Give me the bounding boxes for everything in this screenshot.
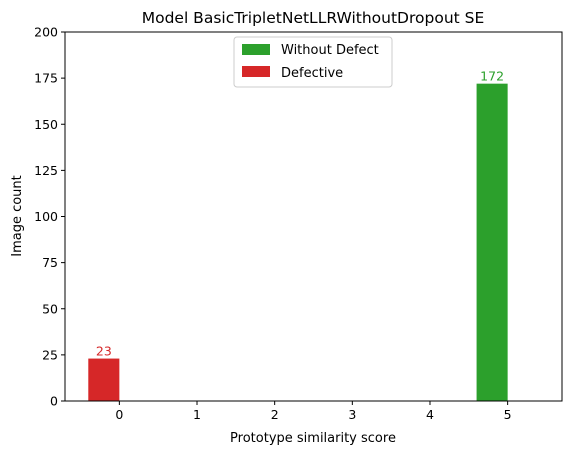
legend-swatch-defective [242, 66, 270, 77]
y-axis: 0 25 50 75 100 125 150 175 200 [34, 25, 65, 409]
y-tick-label: 150 [34, 117, 58, 132]
y-tick-label: 75 [42, 255, 58, 270]
data-label-without-defect-5: 172 [480, 69, 504, 84]
x-tick-label: 5 [504, 407, 512, 422]
y-tick-label: 200 [34, 25, 58, 40]
bar-defective-0 [88, 358, 120, 401]
y-tick-label: 100 [34, 209, 58, 224]
plot-area: 172 23 [88, 69, 508, 401]
legend: Without Defect Defective [233, 36, 393, 88]
x-tick-label: 1 [193, 407, 201, 422]
y-tick-label: 25 [42, 347, 58, 362]
x-tick-label: 3 [348, 407, 356, 422]
legend-box [233, 36, 393, 88]
data-label-defective-0: 23 [96, 344, 112, 359]
x-axis: 0 1 2 3 4 5 [115, 401, 512, 422]
bar-without-defect-5 [476, 83, 508, 401]
y-tick-label: 125 [34, 163, 58, 178]
chart-title: Model BasicTripletNetLLRWithoutDropout S… [142, 9, 485, 27]
x-tick-label: 2 [271, 407, 279, 422]
x-axis-label: Prototype similarity score [230, 431, 396, 446]
legend-swatch-without-defect [242, 44, 270, 55]
y-tick-label: 0 [50, 394, 58, 409]
y-axis-label: Image count [10, 175, 25, 257]
y-tick-label: 50 [42, 301, 58, 316]
legend-label-without-defect: Without Defect [281, 43, 379, 58]
x-tick-label: 4 [426, 407, 434, 422]
y-tick-label: 175 [34, 71, 58, 86]
x-tick-label: 0 [115, 407, 123, 422]
legend-label-defective: Defective [281, 66, 343, 81]
